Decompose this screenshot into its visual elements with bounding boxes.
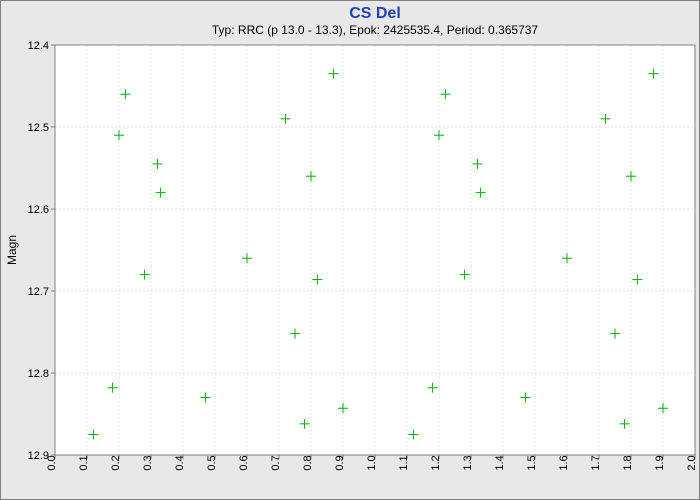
x-tick-label: 1.7 [590,455,602,470]
x-tick-label: 0.8 [302,455,314,470]
chart-subtitle: Typ: RRC (p 13.0 - 13.3), Epok: 2425535.… [212,23,539,37]
x-tick-label: 0.6 [238,455,250,470]
x-tick-label: 1.4 [494,455,506,470]
x-tick-label: 0.4 [174,455,186,470]
y-tick-label: 12.5 [28,122,49,134]
y-axis-label: Magn [5,235,19,265]
y-tick-label: 12.9 [28,450,49,462]
x-tick-label: 1.3 [462,455,474,470]
x-tick-label: 1.8 [622,455,634,470]
x-tick-label: 0.5 [206,455,218,470]
chart-container: CS DelTyp: RRC (p 13.0 - 13.3), Epok: 24… [0,0,700,500]
x-tick-label: 0.9 [334,455,346,470]
chart-svg: CS DelTyp: RRC (p 13.0 - 13.3), Epok: 24… [0,0,700,500]
x-tick-label: 1.6 [558,455,570,470]
y-tick-label: 12.6 [28,204,49,216]
x-tick-label: 0.1 [78,455,90,470]
y-tick-label: 12.4 [28,40,49,52]
y-tick-label: 12.7 [28,286,49,298]
x-tick-label: 1.9 [654,455,666,470]
x-tick-label: 2.0 [686,455,698,470]
chart-title: CS Del [349,5,401,22]
x-tick-label: 1.5 [526,455,538,470]
x-tick-label: 0.3 [142,455,154,470]
x-tick-label: 1.0 [366,455,378,470]
x-tick-label: 0.7 [270,455,282,470]
x-tick-label: 1.1 [398,455,410,470]
y-tick-label: 12.8 [28,368,49,380]
x-tick-label: 0.2 [110,455,122,470]
x-tick-label: 1.2 [430,455,442,470]
